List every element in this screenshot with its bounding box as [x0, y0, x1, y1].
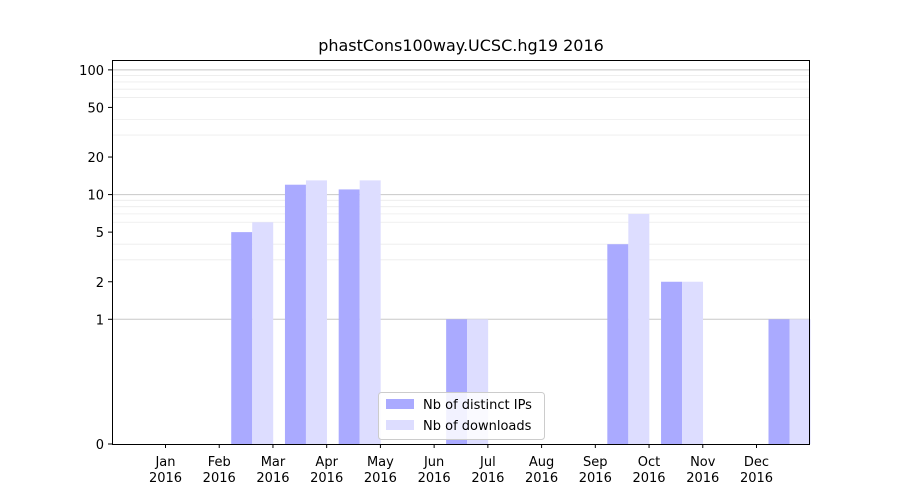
legend-swatch-downloads	[386, 420, 414, 430]
x-tick-label-month: Dec	[744, 455, 769, 470]
chart-title: phastCons100way.UCSC.hg19 2016	[318, 36, 604, 55]
x-tick-label-year: 2016	[203, 471, 236, 486]
bar	[252, 222, 274, 444]
y-tick-label: 20	[87, 151, 104, 166]
bars	[231, 180, 811, 444]
x-tick-label-year: 2016	[740, 471, 773, 486]
bar	[305, 180, 327, 444]
y-axis: 0 1 2 5 10 20 50 100	[79, 64, 112, 453]
x-tick-label-month: Aug	[529, 455, 554, 470]
legend-swatch-ips	[386, 399, 414, 409]
y-tick-label: 10	[87, 189, 104, 204]
x-tick-label-month: Jul	[479, 455, 496, 470]
x-tick-label-month: Jun	[423, 455, 444, 470]
x-tick-label-month: Oct	[638, 455, 660, 470]
grid-lines	[112, 69, 809, 320]
bar	[231, 232, 253, 444]
x-tick-label-month: Apr	[315, 455, 338, 470]
x-tick-label-year: 2016	[686, 471, 719, 486]
x-tick-label-year: 2016	[525, 471, 558, 486]
x-tick-label-month: Mar	[261, 455, 286, 470]
x-tick-label-month: Jan	[154, 455, 175, 470]
x-tick-label-year: 2016	[418, 471, 451, 486]
bar	[338, 189, 360, 444]
x-tick-label-year: 2016	[256, 471, 289, 486]
bar	[768, 319, 790, 444]
x-tick-label-month: Sep	[583, 455, 608, 470]
y-tick-label: 1	[96, 313, 104, 328]
legend-label-ips: Nb of distinct IPs	[423, 398, 532, 413]
bar	[284, 184, 306, 444]
x-tick-label-year: 2016	[364, 471, 397, 486]
y-tick-label: 0	[96, 438, 104, 453]
bar	[628, 213, 650, 444]
x-tick-label-month: Feb	[208, 455, 231, 470]
x-tick-label-month: May	[367, 455, 394, 470]
bar	[682, 281, 704, 444]
y-tick-label: 5	[96, 226, 104, 241]
legend-box	[378, 392, 545, 440]
x-tick-label-year: 2016	[471, 471, 504, 486]
legend-label-downloads: Nb of downloads	[423, 419, 532, 434]
x-tick-label-year: 2016	[632, 471, 665, 486]
y-tick-label: 100	[79, 64, 104, 79]
bar	[607, 244, 629, 444]
x-tick-label-month: Nov	[690, 455, 716, 470]
bar	[661, 281, 683, 444]
bar	[359, 180, 381, 444]
x-axis: Jan2016Feb2016Mar2016Apr2016May2016Jun20…	[149, 444, 773, 486]
plot-frame	[112, 60, 810, 445]
x-tick-label-year: 2016	[149, 471, 182, 486]
x-tick-label-year: 2016	[579, 471, 612, 486]
y-tick-label: 2	[96, 276, 104, 291]
bar	[789, 319, 811, 444]
legend: Nb of distinct IPs Nb of downloads	[378, 392, 545, 440]
x-tick-label-year: 2016	[310, 471, 343, 486]
y-tick-label: 50	[87, 101, 104, 116]
